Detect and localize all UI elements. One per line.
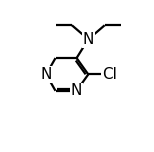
Text: Cl: Cl <box>102 67 117 82</box>
Text: N: N <box>83 32 94 47</box>
Text: N: N <box>41 67 52 82</box>
Text: N: N <box>71 83 82 98</box>
